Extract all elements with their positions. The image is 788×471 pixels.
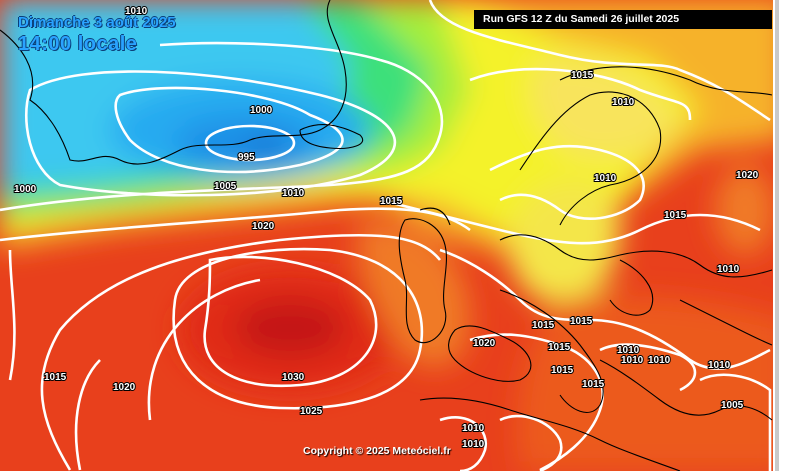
pressure-label: 1010 — [717, 264, 740, 275]
pressure-label: 1025 — [300, 406, 323, 417]
pressure-label: 1015 — [571, 70, 594, 81]
forecast-date: Dimanche 3 août 2025 — [18, 14, 176, 31]
pressure-label: 995 — [238, 152, 255, 163]
pressure-label: 1020 — [736, 170, 759, 181]
scrollbar[interactable] — [775, 0, 779, 471]
pressure-label: 1010 — [617, 345, 640, 356]
pressure-labels: 1010 1000 995 1005 1010 1000 1015 1020 1… — [13, 5, 760, 451]
pressure-label: 1010 — [612, 97, 635, 108]
pressure-label: 1010 — [621, 355, 644, 366]
pressure-label: 1015 — [664, 210, 687, 221]
pressure-label: 1015 — [551, 365, 574, 376]
pressure-label: 1010 — [594, 173, 617, 184]
pressure-label: 1015 — [44, 372, 67, 383]
pressure-label: 1015 — [380, 196, 403, 207]
forecast-time: 14:00 locale — [18, 33, 138, 55]
pressure-label: 1005 — [214, 181, 237, 192]
pressure-label: 1020 — [113, 382, 136, 393]
pressure-label: 1000 — [14, 184, 37, 195]
pressure-label: 1015 — [548, 342, 571, 353]
run-banner: Run GFS 12 Z du Samedi 26 juillet 2025 — [474, 10, 772, 29]
pressure-label: 1010 — [648, 355, 671, 366]
copyright-notice: Copyright © 2025 Meteóciel.fr — [303, 445, 451, 457]
isobars — [0, 0, 772, 471]
pressure-label: 1010 — [462, 423, 485, 434]
pressure-label: 1000 — [250, 105, 273, 116]
pressure-label: 1015 — [582, 379, 605, 390]
pressure-label: 1015 — [532, 320, 555, 331]
pressure-label: 1015 — [570, 316, 593, 327]
pressure-label: 1020 — [252, 221, 275, 232]
pressure-label: 1020 — [473, 338, 496, 349]
pressure-label: 1010 — [708, 360, 731, 371]
pressure-label: 1005 — [721, 400, 744, 411]
pressure-label: 1030 — [282, 372, 305, 383]
pressure-label: 1010 — [282, 188, 305, 199]
pressure-label: 1010 — [125, 6, 148, 17]
pressure-label: 1010 — [462, 439, 485, 450]
